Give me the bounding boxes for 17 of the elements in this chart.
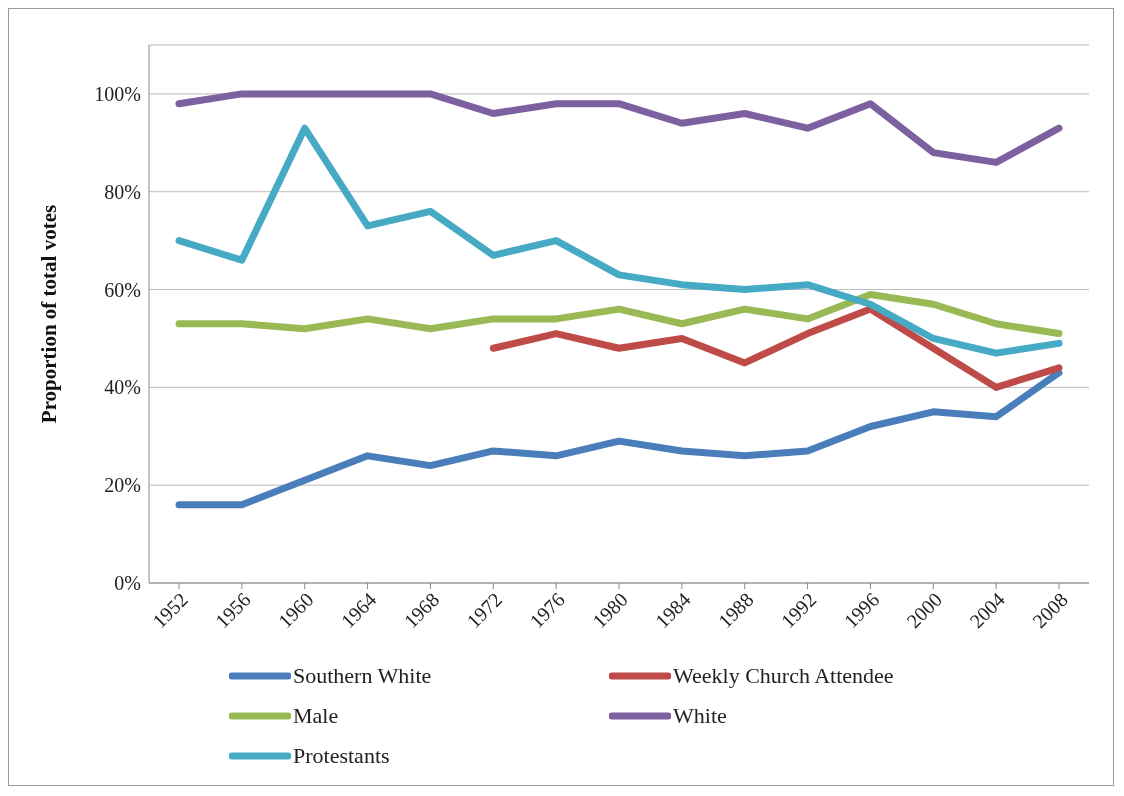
y-tick-label: 40% — [104, 376, 141, 399]
y-tick-label: 60% — [104, 278, 141, 301]
y-tick-label: 0% — [114, 572, 141, 595]
x-tick-label: 1972 — [462, 588, 507, 633]
y-tick-label: 80% — [104, 180, 141, 203]
y-tick-label: 20% — [104, 474, 141, 497]
legend-label: Southern White — [293, 663, 432, 689]
x-tick-label: 1980 — [588, 588, 632, 633]
x-tick-label: 1952 — [148, 588, 192, 633]
legend-label: White — [673, 703, 727, 729]
legend-label: Protestants — [293, 743, 390, 769]
x-tick-label: 1960 — [273, 588, 318, 633]
legend-label: Male — [293, 703, 339, 729]
legend-label: Weekly Church Attendee — [673, 663, 894, 689]
y-axis-title: Proportion of total votes — [37, 204, 62, 424]
y-tick-label: 100% — [94, 83, 141, 106]
x-tick-label: 1992 — [776, 588, 821, 633]
